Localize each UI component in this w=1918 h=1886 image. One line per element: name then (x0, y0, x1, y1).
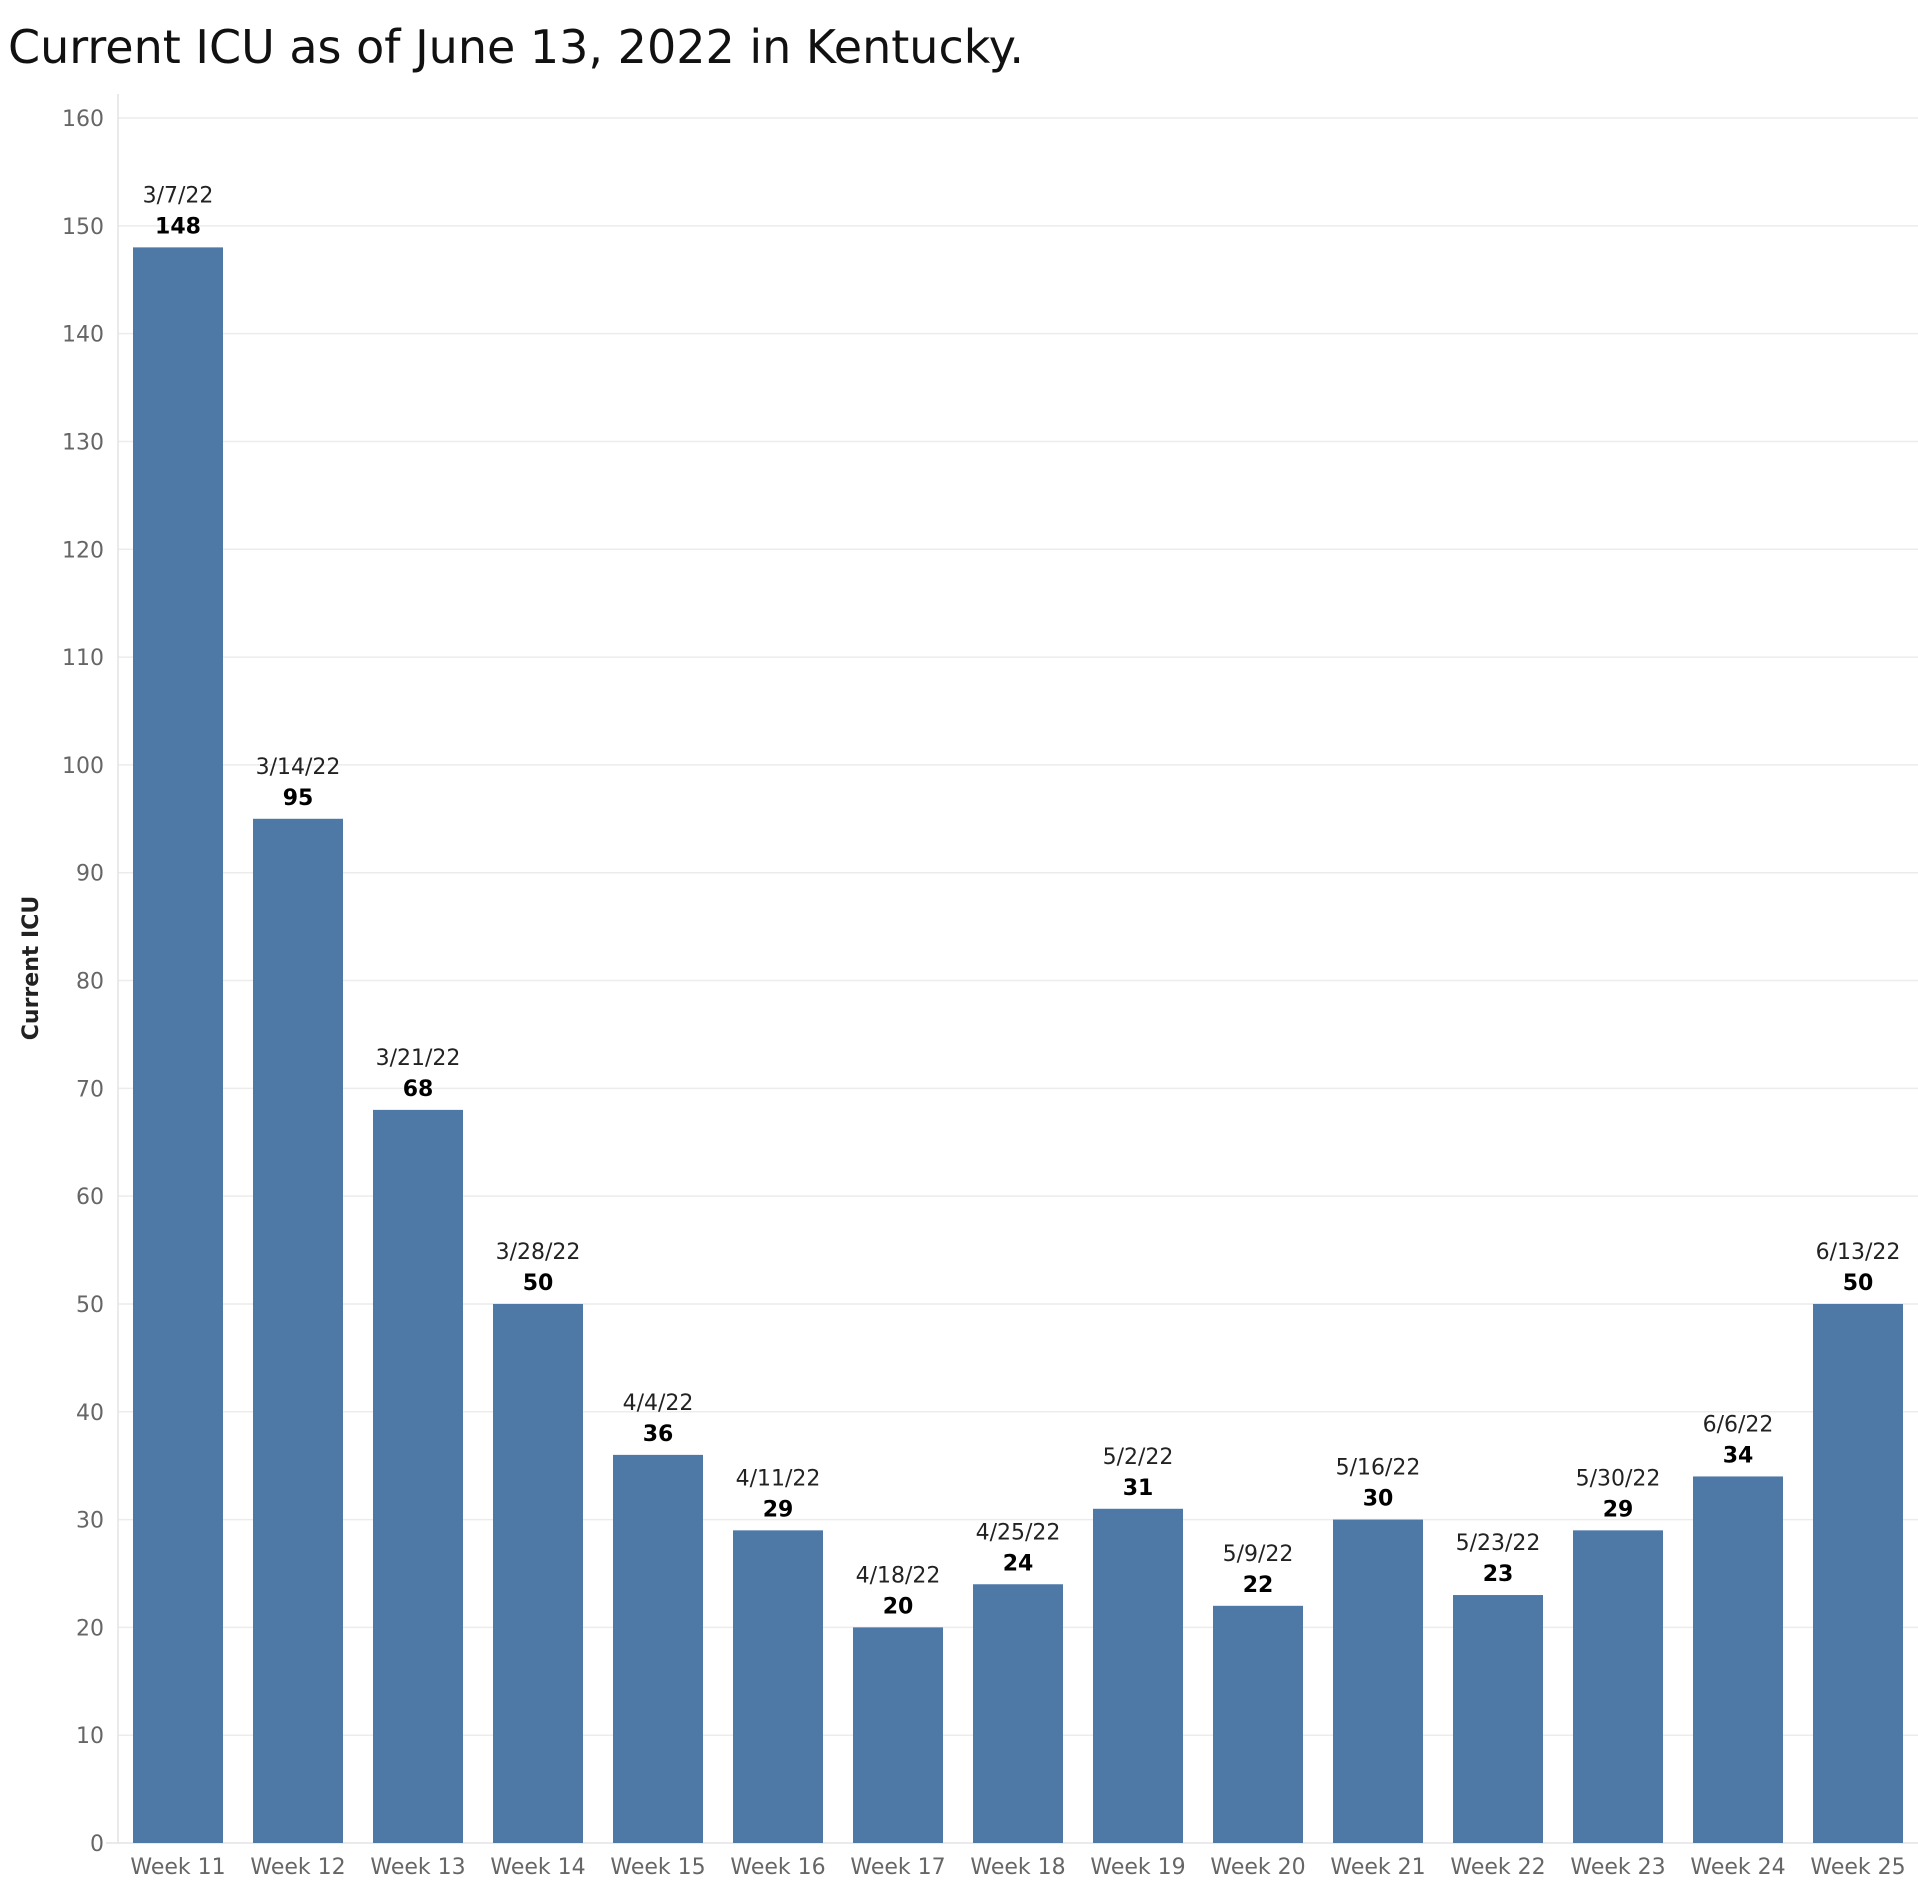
bar-value-label: 36 (643, 1422, 674, 1447)
bar-date-label: 3/21/22 (376, 1046, 461, 1071)
y-tick-label: 110 (62, 646, 104, 671)
bar-value-label: 22 (1243, 1573, 1274, 1598)
bar-value-label: 95 (283, 786, 314, 811)
bar (133, 247, 223, 1843)
y-tick-label: 10 (76, 1724, 104, 1749)
bar-date-label: 5/9/22 (1223, 1542, 1294, 1567)
y-tick-label: 100 (62, 754, 104, 779)
bar (493, 1303, 583, 1843)
bar-value-label: 20 (883, 1594, 914, 1619)
x-category-label: Week 24 (1690, 1855, 1785, 1880)
bar-value-label: 50 (523, 1271, 554, 1296)
bar-value-label: 29 (763, 1497, 794, 1522)
y-tick-label: 30 (76, 1509, 104, 1534)
bar-date-label: 6/6/22 (1703, 1412, 1774, 1437)
x-category-label: Week 19 (1090, 1855, 1185, 1880)
bar-value-label: 68 (403, 1077, 434, 1102)
bar (373, 1109, 463, 1843)
bar (853, 1627, 943, 1843)
x-category-label: Week 12 (250, 1855, 345, 1880)
bar-date-label: 3/28/22 (496, 1240, 581, 1265)
bar (253, 818, 343, 1843)
y-axis-title: Current ICU (19, 896, 44, 1040)
x-category-label: Week 21 (1330, 1855, 1425, 1880)
bar-value-label: 29 (1603, 1497, 1634, 1522)
bar-value-label: 30 (1363, 1487, 1394, 1512)
x-category-label: Week 15 (610, 1855, 705, 1880)
x-category-label: Week 18 (970, 1855, 1065, 1880)
bar-date-label: 3/14/22 (256, 755, 341, 780)
bar-date-label: 4/18/22 (856, 1563, 941, 1588)
x-category-label: Week 20 (1210, 1855, 1305, 1880)
y-tick-label: 50 (76, 1293, 104, 1318)
bar (1213, 1605, 1303, 1843)
bar-value-label: 148 (155, 214, 201, 239)
y-tick-label: 70 (76, 1077, 104, 1102)
bar-date-label: 5/16/22 (1336, 1456, 1421, 1481)
bar-date-label: 5/30/22 (1576, 1466, 1661, 1491)
y-tick-label: 60 (76, 1185, 104, 1210)
bar-date-label: 5/2/22 (1103, 1445, 1174, 1470)
x-category-label: Week 22 (1450, 1855, 1545, 1880)
y-tick-label: 160 (62, 107, 104, 132)
x-category-label: Week 14 (490, 1855, 585, 1880)
x-category-label: Week 25 (1810, 1855, 1905, 1880)
x-category-label: Week 17 (850, 1855, 945, 1880)
bar-value-label: 31 (1123, 1476, 1154, 1501)
bar-value-label: 24 (1003, 1551, 1034, 1576)
bar (613, 1454, 703, 1843)
y-tick-label: 130 (62, 430, 104, 455)
bar (973, 1584, 1063, 1843)
x-category-label: Week 13 (370, 1855, 465, 1880)
bar (1093, 1508, 1183, 1843)
bar-date-label: 3/7/22 (143, 183, 214, 208)
chart-title: Current ICU as of June 13, 2022 in Kentu… (8, 20, 1025, 74)
bars (133, 247, 1903, 1843)
bar-date-label: 4/4/22 (623, 1391, 694, 1416)
data-labels: 148 3/7/22 95 3/14/22 68 3/21/22 50 3/28/22 36 4/… (143, 183, 1901, 1619)
bar-value-label: 23 (1483, 1562, 1514, 1587)
bar (1453, 1595, 1543, 1843)
bar-date-label: 4/25/22 (976, 1520, 1061, 1545)
bar (1333, 1519, 1423, 1843)
y-tick-label: 80 (76, 970, 104, 995)
bar (733, 1530, 823, 1843)
bar-value-label: 34 (1723, 1443, 1754, 1468)
y-tick-label: 150 (62, 215, 104, 240)
bar-date-label: 5/23/22 (1456, 1531, 1541, 1556)
bar-value-label: 50 (1843, 1271, 1874, 1296)
x-category-label: Week 11 (130, 1855, 225, 1880)
y-tick-label: 40 (76, 1401, 104, 1426)
bar-date-label: 4/11/22 (736, 1466, 821, 1491)
bar (1813, 1303, 1903, 1843)
x-category-label: Week 16 (730, 1855, 825, 1880)
y-tick-label: 20 (76, 1616, 104, 1641)
y-tick-label: 0 (90, 1832, 104, 1857)
y-tick-label: 120 (62, 538, 104, 563)
x-category-label: Week 23 (1570, 1855, 1665, 1880)
bar (1693, 1476, 1783, 1843)
y-tick-label: 90 (76, 862, 104, 887)
bar (1573, 1530, 1663, 1843)
y-tick-label: 140 (62, 323, 104, 348)
bar-date-label: 6/13/22 (1816, 1240, 1901, 1265)
